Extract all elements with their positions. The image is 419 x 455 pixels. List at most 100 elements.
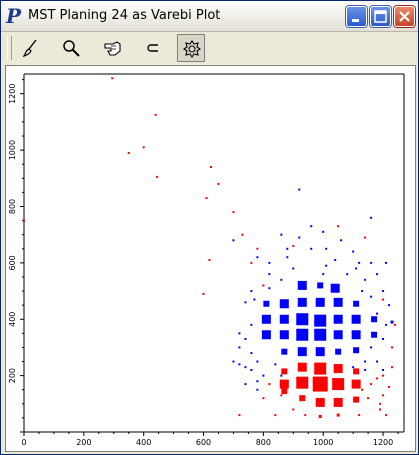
blue-point (325, 247, 328, 250)
blue-point (370, 295, 373, 298)
red-cell-marker (333, 364, 343, 374)
blue-point (322, 273, 325, 276)
blue-point (361, 290, 364, 293)
blue-point (286, 247, 289, 250)
blue-point (238, 346, 241, 349)
x-tick-label: 600 (196, 438, 211, 447)
minimize-button[interactable] (346, 6, 367, 27)
blue-point (250, 368, 253, 371)
red-cell-marker (318, 414, 322, 418)
title-bar[interactable]: P MST Planing 24 as Varebi Plot (1, 1, 418, 32)
red-cell-marker (353, 368, 360, 375)
blue-point (250, 290, 253, 293)
blue-point (244, 301, 247, 304)
red-point (250, 261, 253, 264)
blue-cell-marker (296, 313, 309, 326)
lasso-icon (147, 44, 158, 52)
red-point (292, 408, 295, 411)
scatter-plot[interactable]: 0 200 400 600 800 1000 1200 200 400 600 800 1000 120… (6, 66, 415, 451)
app-icon: P (6, 4, 22, 28)
red-point (391, 346, 394, 349)
blue-point (280, 233, 283, 236)
x-tick-label: 400 (136, 438, 151, 447)
red-point (256, 247, 259, 250)
brush-tool-button[interactable] (17, 34, 45, 62)
toolbar-grip[interactable] (7, 36, 12, 60)
red-cell-marker (281, 368, 288, 375)
y-tick-label: 1000 (8, 140, 17, 160)
blue-point (364, 278, 367, 281)
blue-point (364, 360, 367, 363)
blue-cell-marker (390, 320, 394, 324)
pointer-tool-button[interactable] (99, 34, 127, 62)
blue-cell-marker (279, 330, 289, 340)
x-tick-label: 200 (76, 438, 91, 447)
blue-point (238, 363, 241, 366)
y-tick-label: 400 (8, 312, 17, 327)
red-point (379, 402, 382, 405)
blue-point (370, 261, 373, 264)
red-point (394, 323, 397, 326)
magnifier-icon (63, 40, 80, 57)
red-cell-marker (336, 413, 340, 417)
red-point (361, 388, 364, 391)
blue-cell-marker (351, 330, 361, 340)
red-cell-marker (281, 388, 288, 395)
blue-point (310, 247, 313, 250)
settings-icon (183, 40, 201, 58)
plot-area[interactable]: 0 200 400 600 800 1000 1200 200 400 600 800 1000 120… (5, 65, 416, 452)
zoom-tool-button[interactable] (57, 34, 85, 62)
blue-point (286, 256, 289, 259)
red-point (379, 408, 382, 411)
lasso-tool-button[interactable] (139, 34, 167, 62)
minimize-icon (352, 19, 359, 22)
blue-cell-marker (333, 314, 343, 324)
y-tick-label: 1200 (8, 84, 17, 104)
red-point (385, 414, 388, 417)
close-button[interactable] (394, 6, 415, 27)
maximize-button[interactable] (370, 6, 391, 27)
blue-point (274, 363, 277, 366)
red-point (217, 182, 220, 185)
blue-point (244, 383, 247, 386)
toolbar (5, 33, 414, 63)
blue-cell-marker (297, 297, 307, 307)
red-point (262, 397, 265, 400)
blue-point (310, 225, 313, 228)
blue-point (352, 250, 355, 253)
red-point (382, 374, 385, 377)
blue-point (325, 264, 328, 267)
blue-point (385, 261, 388, 264)
red-point (358, 414, 361, 417)
blue-point (292, 267, 295, 270)
maximize-icon (374, 10, 387, 23)
red-cell-marker (299, 395, 306, 402)
red-cell-marker (279, 379, 289, 389)
blue-cell-marker (261, 330, 271, 340)
settings-tool-button[interactable] (177, 34, 205, 62)
blue-point (280, 374, 283, 377)
red-cell-marker (332, 378, 345, 391)
blue-point (346, 273, 349, 276)
blue-cell-marker (330, 283, 340, 293)
red-cell-marker (314, 362, 327, 375)
y-tick-label: 800 (8, 199, 17, 214)
brush-icon (22, 39, 37, 57)
red-point (370, 383, 373, 386)
red-cell-marker (353, 396, 360, 403)
blue-cell-marker (296, 328, 309, 341)
red-point (111, 77, 114, 80)
close-icon (399, 11, 410, 22)
red-point (127, 151, 130, 154)
blue-cell-marker (371, 331, 378, 338)
blue-point (244, 366, 247, 369)
blue-cell-marker (279, 314, 289, 324)
red-point (202, 292, 205, 295)
blue-cell-marker (281, 348, 288, 355)
red-point (292, 244, 295, 247)
blue-cell-marker (351, 314, 361, 324)
red-point (337, 225, 340, 228)
blue-cell-marker (333, 297, 343, 307)
blue-point (250, 323, 253, 326)
blue-point (364, 368, 367, 371)
